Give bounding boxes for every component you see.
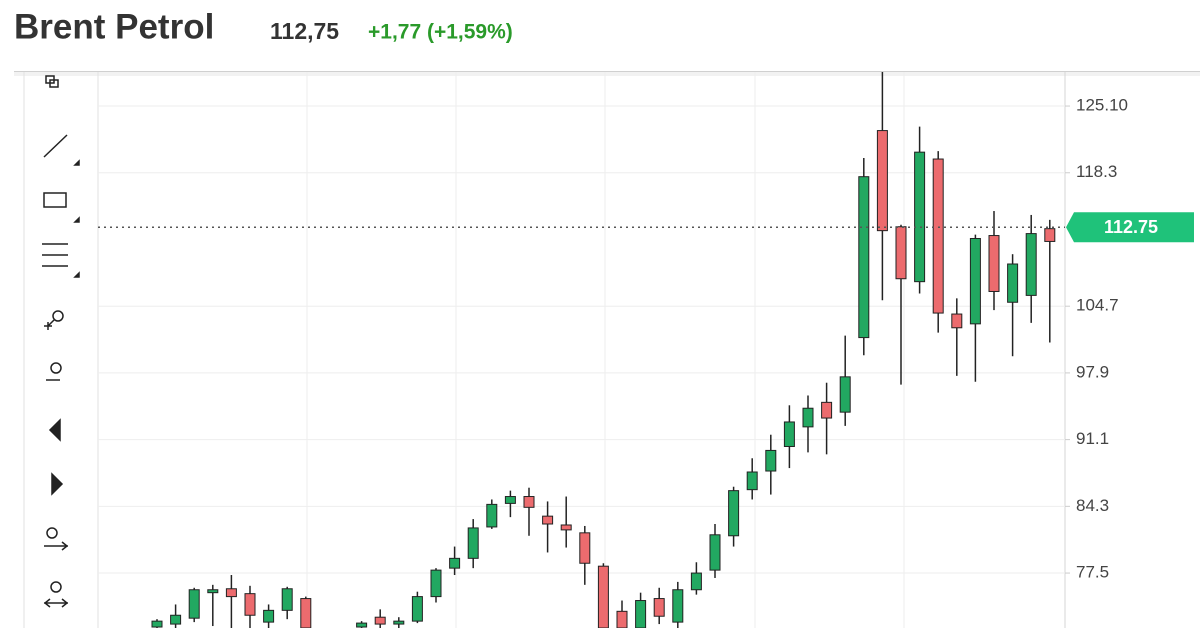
candle-body <box>914 151 926 283</box>
candle-body <box>1007 263 1019 303</box>
tool-icon <box>73 159 80 278</box>
candle-body <box>858 176 870 339</box>
last-price: 112,75 <box>270 18 339 44</box>
candle-body <box>188 589 200 619</box>
price-change: +1,77 (+1,59%) <box>368 21 513 44</box>
candle-body <box>356 622 368 628</box>
candle-body <box>895 226 907 280</box>
frame-shadow <box>14 72 1200 76</box>
tool-icon[interactable] <box>49 79 59 88</box>
tool-icon[interactable] <box>52 310 64 322</box>
candle-body <box>244 593 256 616</box>
candle-body <box>988 235 1000 292</box>
candle-body <box>504 496 516 504</box>
tool-icon[interactable] <box>44 319 55 330</box>
tool-icon[interactable] <box>43 192 67 208</box>
candle-body <box>170 614 182 625</box>
candle-body <box>542 515 554 525</box>
candle-body <box>969 237 981 325</box>
tool-icon[interactable] <box>42 243 68 267</box>
candle-body <box>151 620 163 628</box>
instrument-title: Brent Petrol <box>14 7 214 46</box>
candle-body <box>300 598 312 628</box>
candle-body <box>690 572 702 591</box>
candle-body <box>579 532 591 564</box>
tool-icon[interactable] <box>46 527 58 539</box>
candle-body <box>783 421 795 447</box>
last-price-label: 112.75 <box>1104 217 1158 237</box>
candle-body <box>765 449 777 472</box>
candle-body <box>802 407 814 428</box>
toolbar <box>42 75 80 608</box>
tool-icon[interactable] <box>43 598 69 608</box>
candle-body <box>207 589 219 594</box>
candle-body <box>839 376 851 413</box>
grid <box>98 105 1065 574</box>
candle-body <box>597 565 609 628</box>
tool-icon[interactable] <box>44 541 69 551</box>
tool-icon[interactable] <box>43 134 68 158</box>
candle-body <box>430 569 442 598</box>
candle-body <box>374 616 386 625</box>
candle-body <box>560 524 572 531</box>
candle-body <box>1044 228 1056 242</box>
last-price-tag <box>1066 212 1194 243</box>
candle-body <box>616 610 628 628</box>
y-tick-label: 91.1 <box>1076 429 1109 448</box>
y-tick-label: 125.10 <box>1076 96 1128 115</box>
candle-body <box>225 588 237 598</box>
candle-body <box>746 471 758 491</box>
tool-icon[interactable] <box>50 362 62 374</box>
candle-body <box>635 600 647 628</box>
y-tick-label: 97.9 <box>1076 362 1109 381</box>
y-tick-label: 84.3 <box>1076 496 1109 515</box>
candle-body <box>393 620 405 625</box>
y-tick-label: 104.7 <box>1076 296 1119 315</box>
candle-body <box>523 496 535 508</box>
y-tick-label: 118.3 <box>1076 162 1117 181</box>
tool-icon[interactable] <box>48 418 61 442</box>
candle-body <box>821 401 833 419</box>
candle-body <box>709 534 721 571</box>
tool-icon[interactable] <box>50 581 62 593</box>
candle-body <box>653 598 665 617</box>
candle-body <box>932 158 944 314</box>
candle-body <box>951 313 963 329</box>
candle-body <box>411 596 423 622</box>
candle-body <box>672 589 684 623</box>
vertical-grid <box>306 72 905 628</box>
candle-body <box>281 588 293 611</box>
candle-body <box>467 527 479 559</box>
candle-body <box>449 557 461 569</box>
plot-area <box>98 72 1065 628</box>
candle-body <box>876 130 888 232</box>
frame-top <box>14 71 1200 72</box>
y-axis: 77.5 84.3 91.1 97.9 104.7 118.3 125.10 112.75 <box>1065 96 1194 582</box>
candle-body <box>728 490 740 537</box>
y-tick-label: 77.5 <box>1076 563 1109 582</box>
tool-icon[interactable] <box>51 472 64 496</box>
candle-body <box>486 503 498 528</box>
candle-body <box>1025 233 1037 296</box>
candle-body <box>263 609 275 623</box>
